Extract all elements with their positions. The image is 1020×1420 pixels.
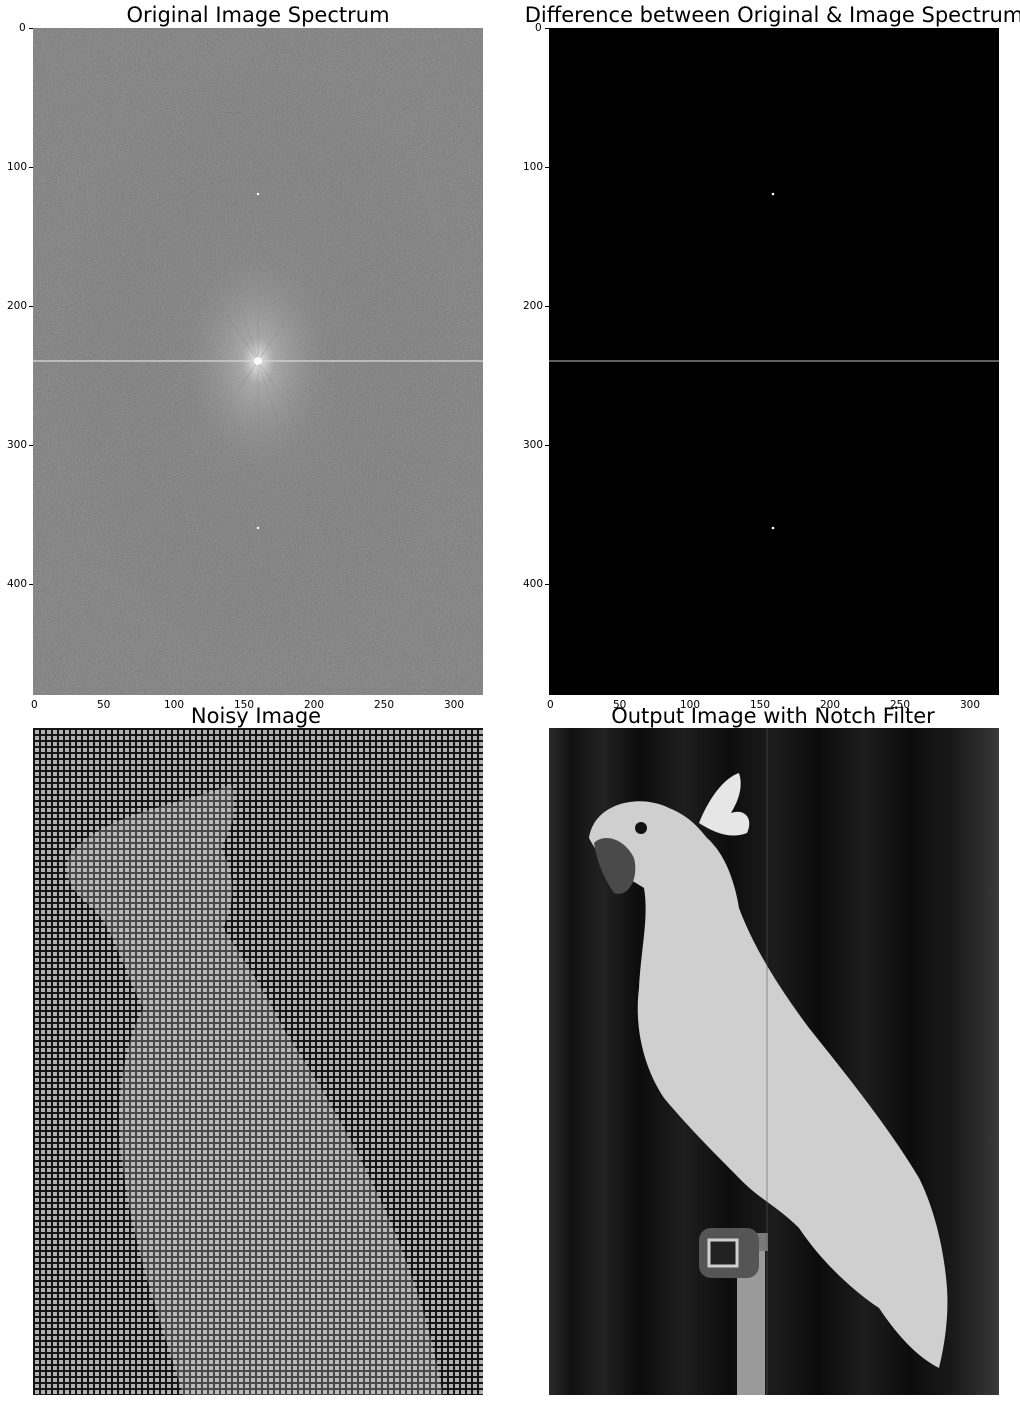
output-image bbox=[549, 728, 999, 1395]
y-tick-label: 400 bbox=[523, 578, 544, 590]
noisy-image bbox=[33, 728, 483, 1395]
y-tick-label: 300 bbox=[7, 439, 28, 451]
x-tick-label: 50 bbox=[97, 699, 111, 711]
y-tick-mark bbox=[545, 445, 549, 446]
difference-title: Difference between Original & Image Spec… bbox=[524, 3, 1020, 27]
x-tick-label: 300 bbox=[960, 699, 981, 711]
y-tick-label: 300 bbox=[523, 439, 544, 451]
spectrum-title: Original Image Spectrum bbox=[126, 3, 390, 27]
y-tick-label: 100 bbox=[7, 161, 28, 173]
y-tick-label: 0 bbox=[535, 22, 542, 34]
output-title: Output Image with Notch Filter bbox=[611, 704, 935, 728]
x-tick-label: 250 bbox=[374, 699, 395, 711]
y-tick-label: 100 bbox=[523, 161, 544, 173]
x-tick-label: 100 bbox=[164, 699, 185, 711]
x-tick-label: 150 bbox=[750, 699, 771, 711]
difference-image bbox=[549, 28, 999, 695]
x-tick-label: 250 bbox=[890, 699, 911, 711]
noisy-panel: Noisy Image bbox=[0, 700, 510, 1420]
y-tick-mark bbox=[29, 28, 33, 29]
y-tick-mark bbox=[545, 28, 549, 29]
x-tick-label: 150 bbox=[234, 699, 255, 711]
y-tick-label: 200 bbox=[7, 300, 28, 312]
x-tick-label: 0 bbox=[547, 699, 554, 711]
spectrum-panel: Original Image Spectrum bbox=[0, 0, 510, 711]
x-tick-label: 300 bbox=[444, 699, 465, 711]
output-panel: Output Image with Notch Filter bbox=[510, 700, 1020, 1420]
spectrum-image bbox=[33, 28, 483, 695]
y-tick-label: 400 bbox=[7, 578, 28, 590]
y-tick-mark bbox=[29, 167, 33, 168]
x-tick-label: 100 bbox=[680, 699, 701, 711]
x-tick-label: 200 bbox=[820, 699, 841, 711]
y-tick-mark bbox=[545, 584, 549, 585]
noisy-title: Noisy Image bbox=[190, 704, 322, 728]
x-tick-label: 0 bbox=[31, 699, 38, 711]
y-tick-mark bbox=[545, 306, 549, 307]
x-tick-label: 200 bbox=[304, 699, 325, 711]
y-tick-mark bbox=[29, 445, 33, 446]
y-tick-mark bbox=[29, 584, 33, 585]
y-tick-mark bbox=[29, 306, 33, 307]
y-tick-label: 0 bbox=[19, 22, 26, 34]
y-tick-mark bbox=[545, 167, 549, 168]
difference-panel: Difference between Original & Image Spec… bbox=[510, 0, 1020, 711]
y-tick-label: 200 bbox=[523, 300, 544, 312]
x-tick-label: 50 bbox=[613, 699, 627, 711]
